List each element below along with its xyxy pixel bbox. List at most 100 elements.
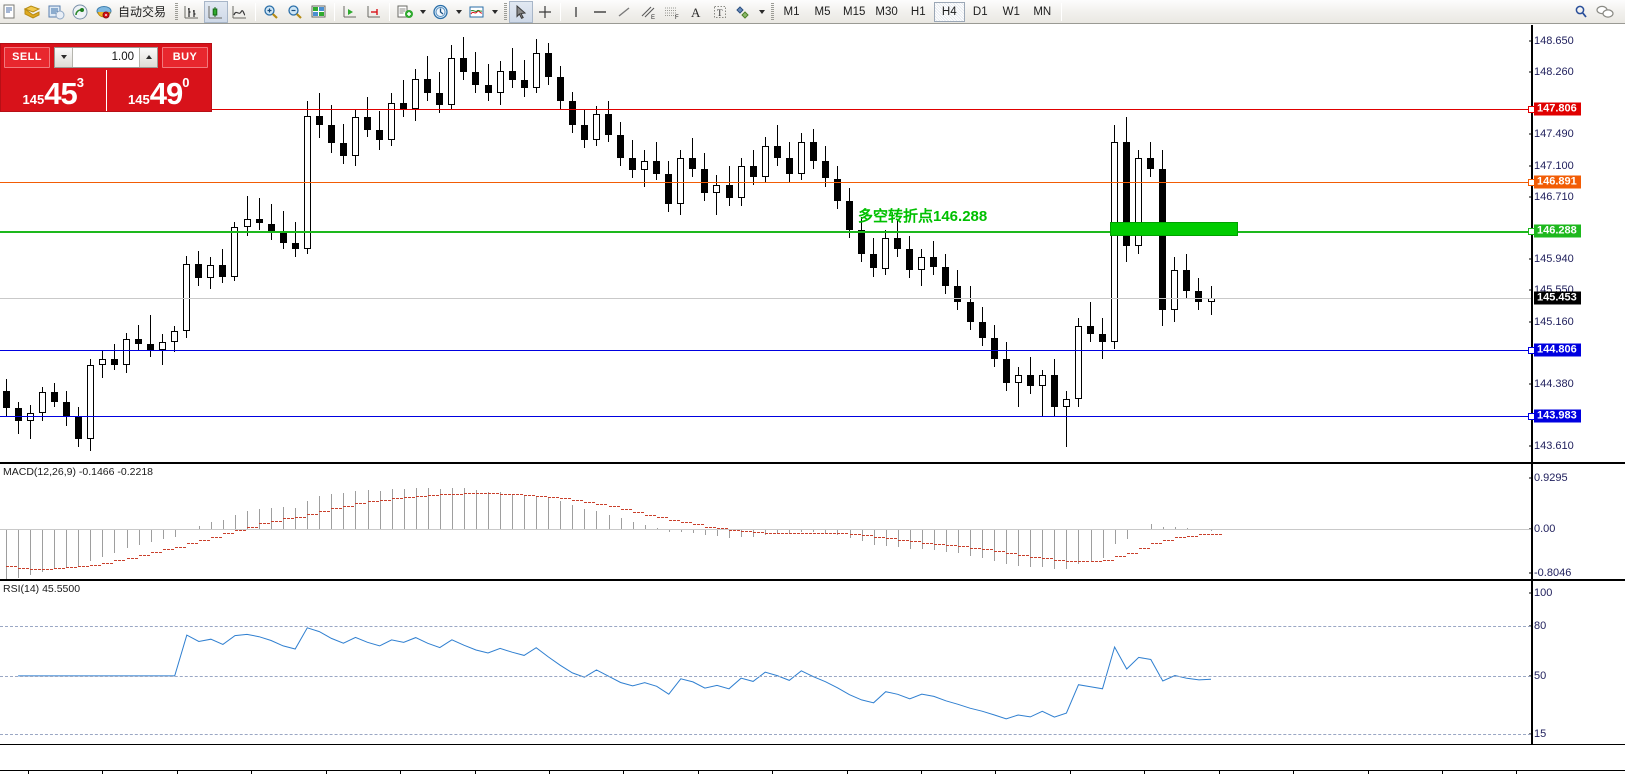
- search-icon[interactable]: [1569, 1, 1593, 23]
- timeframe-mn[interactable]: MN: [1033, 5, 1052, 18]
- timeframe-h4[interactable]: H4: [933, 1, 965, 22]
- candlestick: [858, 25, 866, 462]
- text-icon[interactable]: A: [684, 1, 708, 23]
- price-level-line[interactable]: [0, 227, 1535, 235]
- macd-histogram-bar: [102, 528, 104, 557]
- volume-stepper[interactable]: 1.00: [54, 46, 158, 68]
- timeframe-m15[interactable]: M15: [843, 5, 866, 18]
- level-handle[interactable]: [1528, 179, 1535, 187]
- wallet-icon[interactable]: [20, 1, 44, 23]
- price-pane[interactable]: 多空转折点146.288 148.650 148.260 147.490 147.10…: [0, 25, 1625, 463]
- candlestick: [1159, 25, 1167, 462]
- price-level-tag[interactable]: 145.453: [1534, 291, 1581, 305]
- rsi-axis[interactable]: 100 80 50 15: [1531, 581, 1625, 744]
- price-level-tag[interactable]: 146.891: [1534, 175, 1581, 189]
- macd-signal-segment: [805, 532, 809, 534]
- price-level-tag[interactable]: 144.806: [1534, 343, 1581, 357]
- new-order-icon[interactable]: [0, 1, 20, 23]
- price-level-line[interactable]: [0, 105, 1535, 113]
- time-axis[interactable]: 1 Feb 201921 Feb 20:0022 Feb 12:0025 Feb…: [0, 770, 1625, 774]
- candlestick-chart-icon[interactable]: [204, 0, 229, 23]
- indicators-dropdown-caret[interactable]: [417, 1, 429, 23]
- buy-price-display[interactable]: 145 49 0: [105, 70, 212, 111]
- templates-dropdown-caret[interactable]: [489, 1, 501, 23]
- pivot-annotation-text[interactable]: 多空转折点146.288: [858, 207, 988, 225]
- autotrade-label[interactable]: 自动交易: [118, 5, 167, 19]
- price-axis-line: [1531, 25, 1533, 462]
- level-handle[interactable]: [1528, 347, 1535, 354]
- macd-signal-segment: [194, 543, 198, 545]
- timeframe-m30[interactable]: M30: [875, 5, 898, 18]
- indicators-icon[interactable]: [393, 1, 417, 23]
- toolbar-grip-3[interactable]: [768, 1, 776, 23]
- signals-icon[interactable]: [68, 1, 92, 23]
- macd-signal-segment: [841, 532, 845, 534]
- vps-cloud-icon[interactable]: [92, 1, 116, 23]
- equidistant-channel-icon[interactable]: E: [636, 1, 660, 23]
- tile-windows-icon[interactable]: [307, 1, 331, 23]
- rsi-pane[interactable]: RSI(14) 45.5500 100 80 50 15: [0, 580, 1625, 745]
- level-handle[interactable]: [1528, 413, 1535, 421]
- macd-signal-segment: [929, 542, 933, 544]
- price-plot[interactable]: 多空转折点146.288: [0, 25, 1531, 462]
- candle-body-bullish: [388, 102, 396, 140]
- fibonacci-icon[interactable]: F: [660, 1, 684, 23]
- volume-increment-button[interactable]: [139, 47, 157, 67]
- text-label-icon[interactable]: T: [708, 1, 732, 23]
- crosshair-icon[interactable]: [533, 1, 557, 23]
- timeframe-d1[interactable]: D1: [972, 5, 988, 18]
- macd-signal-segment: [359, 503, 363, 505]
- period-dropdown-caret[interactable]: [453, 1, 465, 23]
- toolbar-grip[interactable]: [172, 1, 180, 23]
- sell-button[interactable]: SELL: [4, 46, 50, 68]
- horizontal-line-icon[interactable]: [588, 1, 612, 23]
- chart-shift-icon[interactable]: [362, 1, 386, 23]
- buy-button[interactable]: BUY: [162, 46, 208, 68]
- chart-area[interactable]: 多空转折点146.288 148.650 148.260 147.490 147.10…: [0, 25, 1625, 774]
- volume-dropdown-caret[interactable]: [55, 47, 73, 67]
- price-level-tag[interactable]: 147.806: [1534, 102, 1581, 116]
- level-handle[interactable]: [1528, 227, 1535, 235]
- templates-icon[interactable]: [465, 1, 489, 23]
- rsi-plot[interactable]: [0, 581, 1531, 744]
- macd-axis[interactable]: 0.9295 0.00 -0.8046: [1531, 464, 1625, 579]
- timeframe-m5[interactable]: M5: [814, 5, 831, 18]
- macd-signal-segment: [745, 531, 749, 533]
- vertical-line-icon[interactable]: [564, 1, 588, 23]
- macd-pane[interactable]: MACD(12,26,9) -0.1466 -0.2218 0.9295 0.00…: [0, 463, 1625, 580]
- line-chart-icon[interactable]: [228, 1, 252, 23]
- macd-plot[interactable]: [0, 464, 1531, 579]
- news-icon[interactable]: [44, 1, 68, 23]
- price-level-line[interactable]: [0, 413, 1535, 421]
- chat-icon[interactable]: [1593, 1, 1617, 23]
- timeframe-h1[interactable]: H1: [910, 5, 926, 18]
- macd-signal-segment: [1198, 534, 1202, 536]
- macd-signal-segment: [331, 507, 335, 509]
- timeframe-w1[interactable]: W1: [1002, 5, 1020, 18]
- volume-input[interactable]: 1.00: [111, 51, 134, 63]
- zoom-out-icon[interactable]: [283, 1, 307, 23]
- sell-price-display[interactable]: 145 45 3: [1, 70, 106, 111]
- one-click-trading-panel[interactable]: SELL 1.00 BUY 145 45 3 145 49 0: [0, 43, 212, 112]
- autoscroll-icon[interactable]: [338, 1, 362, 23]
- price-axis[interactable]: 148.650 148.260 147.490 147.100 146.710 145.9…: [1531, 25, 1625, 462]
- price-level-line[interactable]: [0, 347, 1535, 354]
- objects-dropdown-caret[interactable]: [756, 1, 768, 23]
- candle-body-bearish: [749, 165, 757, 177]
- timeframe-m1[interactable]: M1: [783, 5, 800, 18]
- bar-chart-icon[interactable]: [180, 1, 204, 23]
- level-handle[interactable]: [1528, 105, 1535, 113]
- price-level-tag[interactable]: 143.983: [1534, 409, 1581, 423]
- trendline-icon[interactable]: [612, 1, 636, 23]
- price-level-line[interactable]: [0, 179, 1535, 187]
- macd-signal-segment: [267, 523, 271, 525]
- cursor-icon[interactable]: [509, 0, 534, 23]
- macd-signal-segment: [82, 566, 86, 568]
- toolbar-grip-2[interactable]: [501, 1, 509, 23]
- candle-wick: [138, 324, 140, 351]
- price-level-tag[interactable]: 146.288: [1534, 224, 1581, 238]
- pivot-zone-highlight[interactable]: [1110, 221, 1238, 236]
- period-icon[interactable]: [429, 1, 453, 23]
- objects-icon[interactable]: [732, 1, 756, 23]
- zoom-in-icon[interactable]: [259, 1, 283, 23]
